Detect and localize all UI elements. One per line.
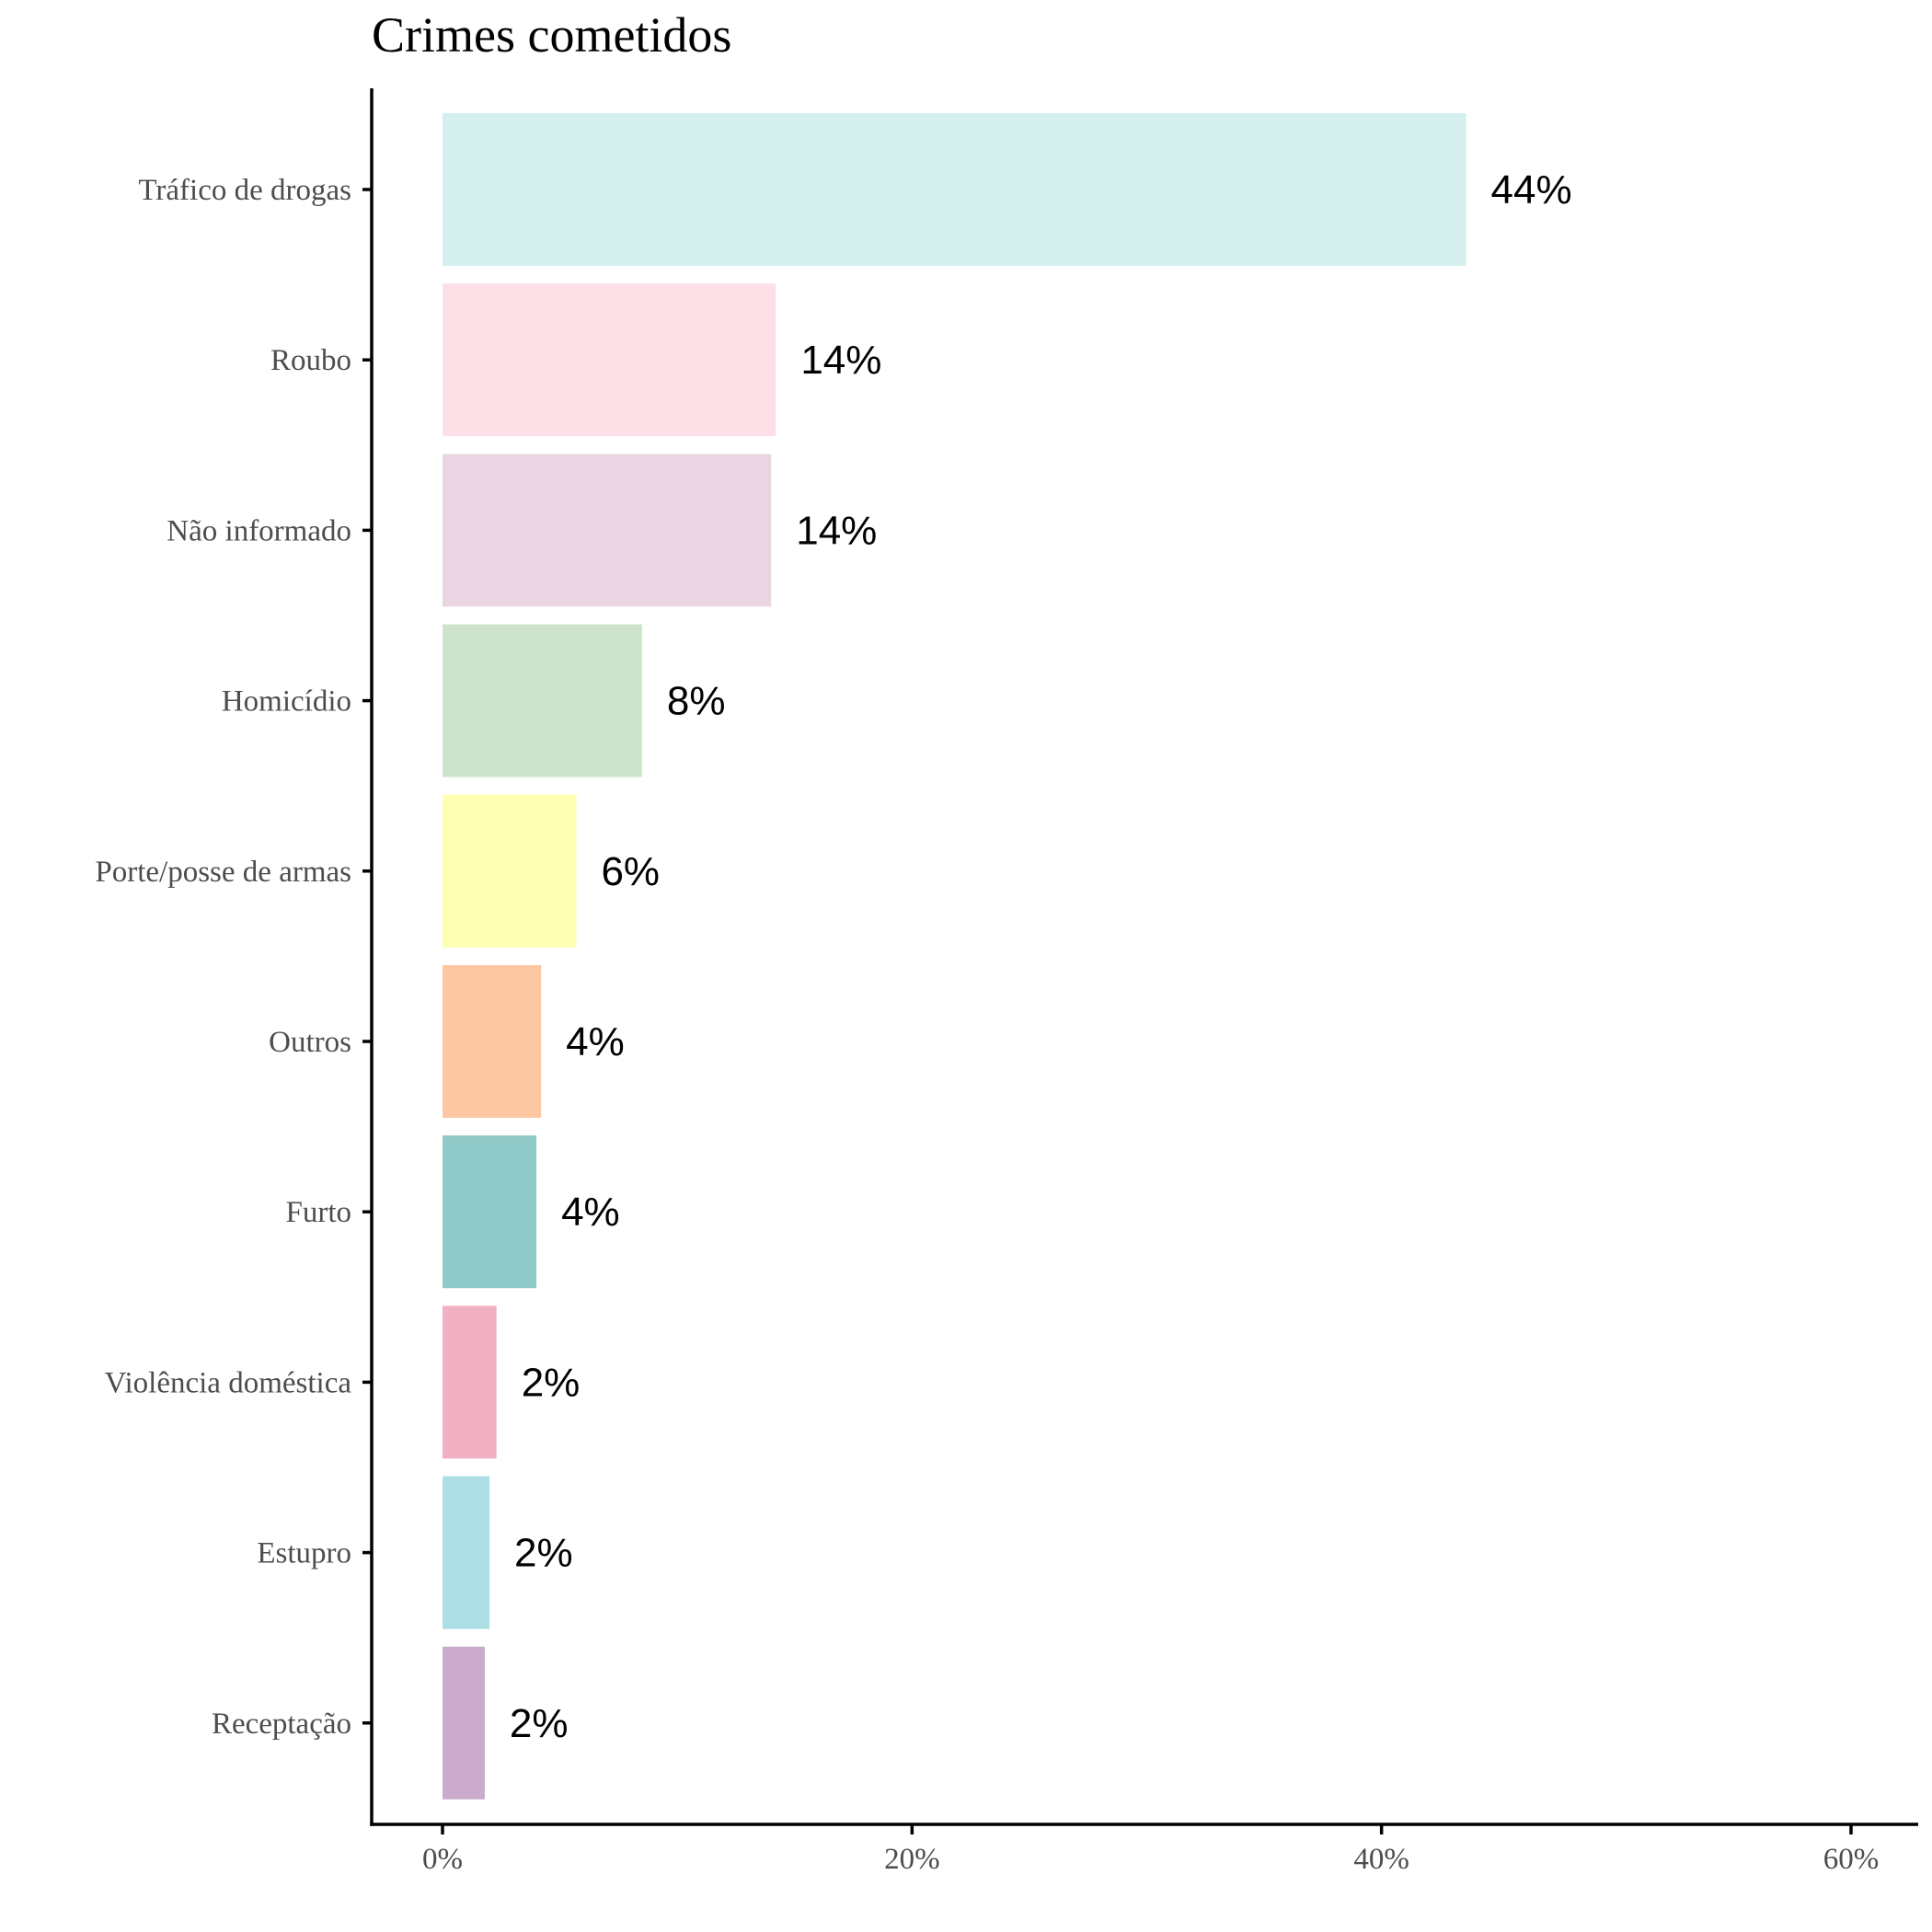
- bar: [443, 1646, 485, 1800]
- x-tick-label: 0%: [422, 1843, 463, 1876]
- data-label: 6%: [601, 849, 660, 894]
- bar: [443, 965, 542, 1118]
- bar: [443, 794, 577, 948]
- category-label: Estupro: [257, 1537, 351, 1570]
- data-label: 2%: [522, 1360, 581, 1405]
- category-label: Tráfico de drogas: [138, 174, 351, 207]
- bar: [443, 113, 1466, 266]
- category-label: Receptação: [212, 1708, 351, 1741]
- x-tick-label: 40%: [1353, 1843, 1409, 1876]
- data-label: 14%: [796, 508, 877, 553]
- labels-group: 44% Tráfico de drogas 14% Roubo 14% Não infor…: [95, 167, 1571, 1746]
- category-label: Porte/posse de armas: [95, 856, 351, 889]
- axes-group: 0% 20% 40% 60%: [362, 88, 1918, 1876]
- x-tick-label: 60%: [1823, 1843, 1880, 1876]
- category-label: Homicídio: [222, 685, 351, 719]
- bar: [443, 1476, 490, 1629]
- category-label: Outros: [269, 1026, 351, 1059]
- bar: [443, 454, 772, 607]
- bar: [443, 624, 642, 777]
- data-label: 44%: [1491, 167, 1572, 213]
- bars-group: [443, 113, 1466, 1800]
- category-label: Violência doméstica: [105, 1366, 352, 1399]
- x-tick-label: 20%: [884, 1843, 940, 1876]
- bar: [443, 283, 776, 437]
- data-label: 4%: [566, 1019, 625, 1064]
- data-label: 2%: [510, 1701, 569, 1746]
- data-label: 8%: [667, 679, 726, 724]
- data-label: 2%: [514, 1531, 573, 1576]
- bar: [443, 1305, 497, 1459]
- data-label: 14%: [800, 338, 881, 383]
- chart-title: Crimes cometidos: [372, 7, 731, 63]
- category-label: Roubo: [270, 344, 351, 377]
- data-label: 4%: [561, 1190, 620, 1235]
- category-label: Furto: [285, 1196, 351, 1229]
- category-label: Não informado: [167, 514, 351, 547]
- bar: [443, 1135, 537, 1289]
